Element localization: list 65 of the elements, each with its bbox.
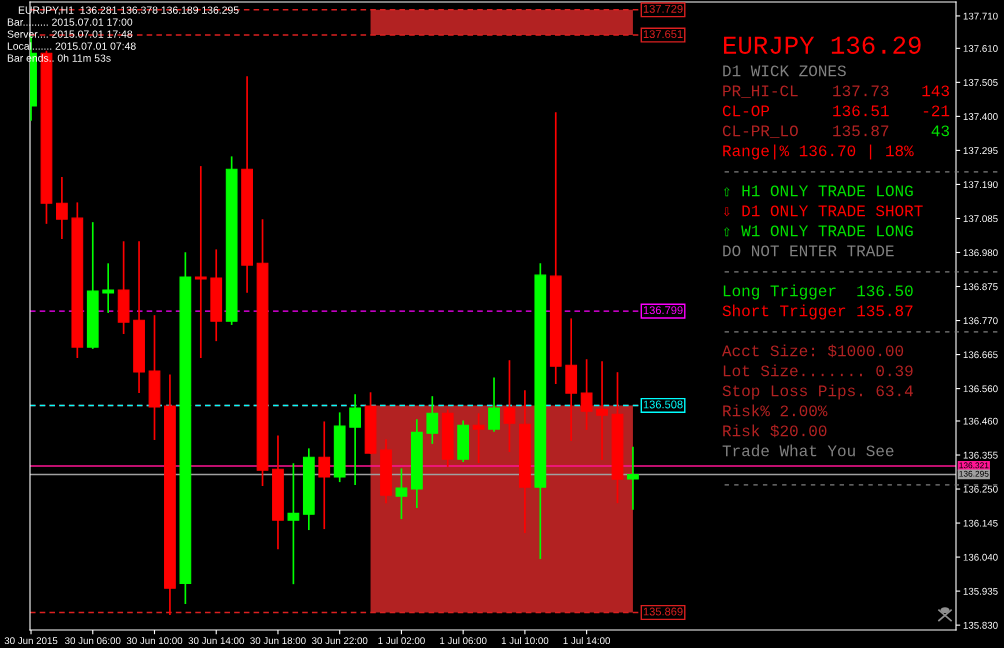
x-tick-label: 30 Jun 06:00 <box>65 637 121 645</box>
x-tick-label: 30 Jun 22:00 <box>311 637 368 645</box>
annotation: 137.73 <box>833 85 889 97</box>
ref-line-label: 136.508 <box>643 400 683 409</box>
annotation: ----------------------------- <box>724 331 998 333</box>
annotation: Risk $20.00 <box>723 424 827 438</box>
annotation: Long Trigger 136.50 <box>723 284 913 300</box>
ref-line-label: 136.321 <box>959 462 989 469</box>
y-tick-label: 136.460 <box>963 417 998 425</box>
x-tick-label: 30 Jun 14:00 <box>188 637 244 645</box>
y-tick-label: 136.250 <box>963 485 998 493</box>
annotation: Lot Size....... 0.39 <box>723 364 913 377</box>
y-tick-label: 137.190 <box>963 181 998 189</box>
y-tick-label: 137.085 <box>963 215 998 223</box>
annotation: Stop Loss Pips. 63.4 <box>722 384 913 400</box>
x-tick-label: 1 Jul 02:00 <box>378 636 425 645</box>
annotation: CL-OP <box>722 105 770 117</box>
ref-line-label: 137.729 <box>643 4 683 13</box>
annotation: DO NOT ENTER TRADE <box>723 245 894 257</box>
annotation: -21 <box>923 105 950 117</box>
annotation: PR_HI-CL <box>723 85 798 98</box>
x-tick-label: 30 Jun 18:00 <box>250 637 306 645</box>
y-tick-label: 136.665 <box>963 351 998 359</box>
y-tick-label: 136.040 <box>963 553 998 561</box>
annotation: Trade What You See <box>722 444 894 457</box>
y-tick-label: 136.980 <box>963 249 998 257</box>
annotation: Short Trigger 135.87 <box>722 304 913 320</box>
y-tick-label: 137.400 <box>963 113 998 121</box>
ref-line-label: 137.651 <box>643 30 683 39</box>
x-tick-label: 1 Jul 10:00 <box>501 636 549 645</box>
annotation: ----------------------------- <box>724 484 998 486</box>
annotation: Range|% 136.70 | 18% <box>723 144 914 160</box>
y-tick-label: 136.875 <box>963 283 998 291</box>
y-tick-label: 137.505 <box>963 79 998 86</box>
x-tick-label: 30 Jun 2015 <box>4 637 58 645</box>
ref-line-label: 136.799 <box>643 306 683 315</box>
annotation: Acct Size: $1000.00 <box>722 344 904 358</box>
y-tick-label: 137.610 <box>963 45 998 52</box>
y-tick-label: 136.355 <box>963 451 998 459</box>
annotation: EURJPY 136.29 <box>724 36 921 54</box>
annotation: ----------------------------- <box>724 171 998 173</box>
y-tick-label: 137.710 <box>963 12 998 20</box>
x-tick-label: 1 Jul 06:00 <box>440 636 487 645</box>
annotation: 136.51 <box>833 105 889 117</box>
y-tick-label: 136.560 <box>963 385 998 393</box>
annotation: ⇧ H1 ONLY TRADE LONG <box>723 185 913 197</box>
annotation: Bar ends.. 0h 11m 53s <box>7 54 111 62</box>
x-tick-label: 30 Jun 10:00 <box>126 637 183 645</box>
ref-line-label: 135.869 <box>643 607 683 616</box>
annotation: D1 WICK ZONES <box>723 65 846 77</box>
y-tick-label: 136.770 <box>963 317 998 325</box>
annotation: ⇧ W1 ONLY TRADE LONG <box>723 225 913 237</box>
annotation: ----------------------------- <box>724 271 998 273</box>
y-tick-label: 136.145 <box>963 519 998 527</box>
annotation: 43 <box>931 125 949 137</box>
annotation: 143 <box>922 85 949 97</box>
annotation: CL-PR_LO <box>722 125 798 138</box>
annotation: ⇩ D1 ONLY TRADE SHORT <box>723 205 923 217</box>
ref-line-label: 136.295 <box>959 470 989 477</box>
annotation: Risk% 2.00% <box>723 404 828 417</box>
y-tick-label: 137.295 <box>963 147 998 155</box>
annotation: 135.87 <box>833 125 889 137</box>
x-tick-label: 1 Jul 14:00 <box>563 636 611 645</box>
y-tick-label: 135.830 <box>963 621 998 629</box>
y-tick-label: 135.935 <box>963 587 998 595</box>
